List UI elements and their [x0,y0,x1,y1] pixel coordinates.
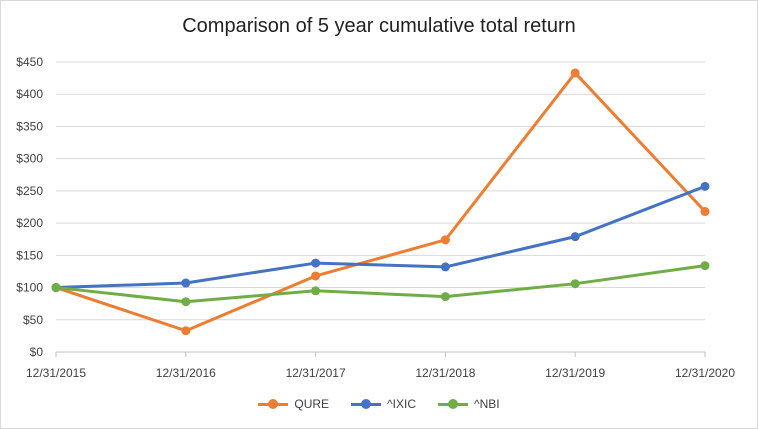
x-tick-label: 12/31/2017 [286,366,346,380]
data-point-ixic [700,181,710,191]
x-tick-label: 12/31/2016 [156,366,216,380]
y-tick-label: $100 [16,281,43,295]
legend-swatch [351,399,382,409]
series-line-ixic [54,184,707,290]
y-tick-label: $450 [16,55,43,69]
x-tick-label: 12/31/2015 [26,366,86,380]
series-line-qure [54,71,707,333]
data-point-nbi [51,283,61,293]
y-tick-label: $50 [23,313,43,327]
data-point-qure [700,207,710,217]
data-point-ixic [440,262,450,272]
y-tick-label: $200 [16,216,43,230]
x-tick-label: 12/31/2018 [415,366,475,380]
data-point-nbi [570,279,580,289]
series-line-nbi [54,264,707,304]
chart-legend: QURE ^IXIC ^NBI [1,397,757,411]
x-tick-label: 12/31/2020 [675,366,735,380]
y-tick-label: $300 [16,152,43,166]
data-point-qure [570,68,580,78]
legend-label: QURE [294,397,330,411]
y-tick-label: $250 [16,184,43,198]
y-tick-label: $400 [16,87,43,101]
y-tick-label: $0 [30,345,44,359]
x-tick-label: 12/31/2019 [545,366,605,380]
y-tick-label: $150 [16,248,43,262]
data-point-qure [311,271,321,281]
legend-item: QURE [258,397,329,411]
legend-swatch [258,399,289,409]
legend-label: ^NBI [474,397,500,411]
data-point-qure [440,235,450,245]
data-point-nbi [700,261,710,271]
legend-item: ^NBI [438,397,500,411]
data-point-ixic [570,232,580,242]
data-point-nbi [440,292,450,302]
chart-title: Comparison of 5 year cumulative total re… [182,15,576,37]
data-point-nbi [311,286,321,296]
data-point-nbi [181,297,191,307]
legend-swatch [438,399,468,409]
legend-label: ^IXIC [387,397,416,411]
legend-item: ^IXIC [351,397,416,411]
data-point-ixic [181,278,191,288]
data-point-qure [181,326,191,336]
y-tick-label: $350 [16,119,43,133]
data-point-ixic [311,258,321,268]
